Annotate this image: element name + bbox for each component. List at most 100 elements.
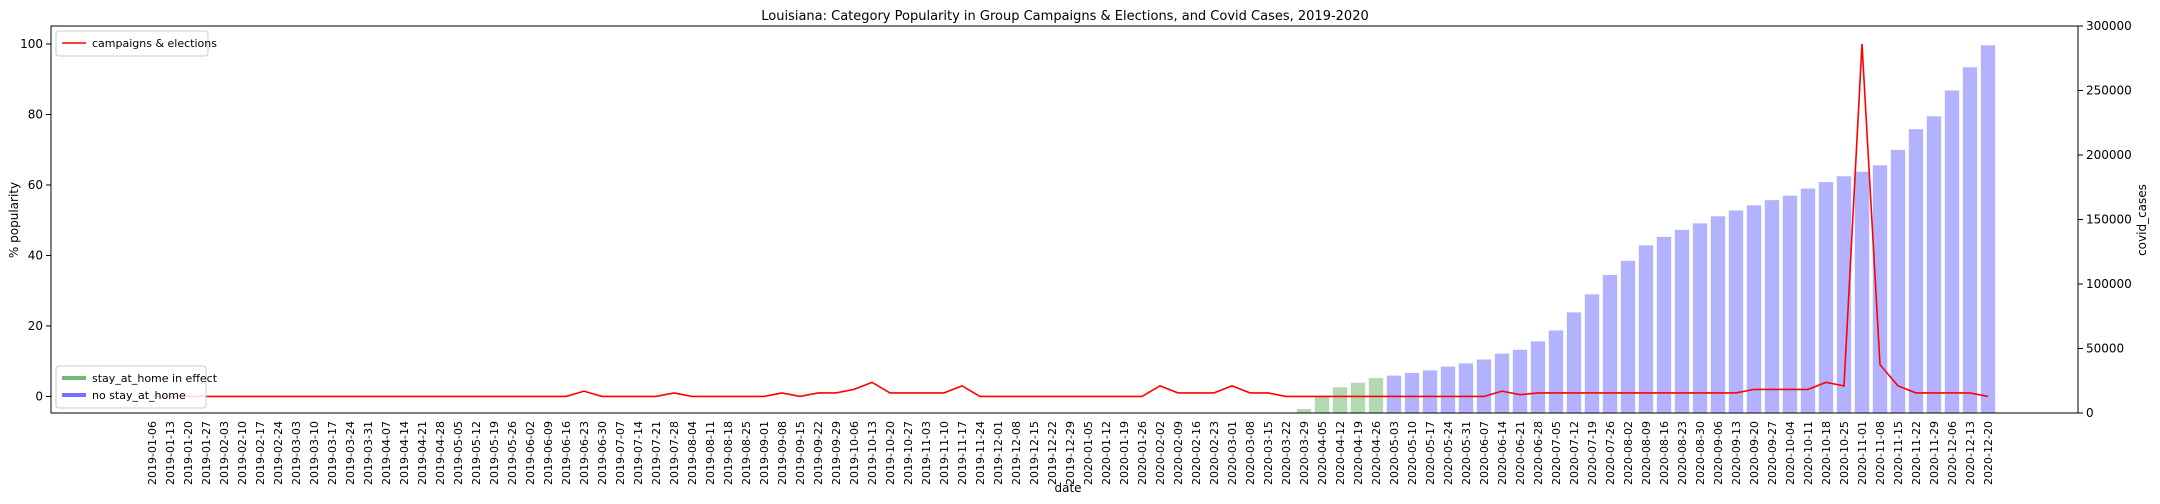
x-tick-label: 2019-02-24 — [272, 421, 285, 485]
x-tick-label: 2019-12-08 — [1010, 421, 1023, 485]
y2-axis-label: covid_cases — [2135, 184, 2149, 256]
x-tick-label: 2020-04-12 — [1334, 421, 1347, 485]
x-tick-label: 2019-11-10 — [938, 421, 951, 485]
x-tick-label: 2020-10-04 — [1784, 421, 1797, 485]
x-tick-label: 2019-08-04 — [686, 421, 699, 485]
x-tick-label: 2020-05-03 — [1388, 421, 1401, 485]
bar — [1710, 216, 1726, 413]
y2-tick-label: 0 — [2086, 406, 2094, 420]
bar — [1926, 116, 1942, 414]
x-tick-label: 2019-03-10 — [308, 421, 321, 485]
y2-tick-label: 150000 — [2086, 213, 2132, 227]
x-tick-label: 2020-12-20 — [1982, 421, 1995, 485]
x-tick-label: 2019-01-20 — [182, 421, 195, 485]
bar — [1368, 378, 1384, 413]
x-tick-label: 2020-04-05 — [1316, 421, 1329, 485]
bar — [1566, 312, 1582, 413]
y-tick-label: 80 — [28, 107, 43, 121]
bar — [1674, 229, 1690, 413]
chart-title: Louisiana: Category Popularity in Group … — [761, 9, 1369, 24]
bar — [1692, 223, 1708, 413]
bar — [1404, 373, 1420, 413]
bar — [1764, 200, 1780, 413]
x-tick-label: 2019-05-19 — [488, 421, 501, 485]
x-tick-label: 2020-02-23 — [1208, 421, 1221, 485]
bar — [1836, 176, 1852, 413]
x-tick-label: 2020-01-12 — [1100, 421, 1113, 485]
x-tick-label: 2019-02-03 — [218, 421, 231, 485]
bar — [1512, 349, 1528, 413]
x-tick-label: 2020-08-30 — [1694, 421, 1707, 485]
bar — [1422, 370, 1438, 413]
bar — [1440, 366, 1456, 413]
x-tick-label: 2019-10-13 — [866, 421, 879, 485]
x-tick-label: 2019-02-10 — [236, 421, 249, 485]
x-tick-label: 2019-09-01 — [758, 421, 771, 485]
x-tick-label: 2020-10-18 — [1820, 421, 1833, 485]
bar — [1476, 359, 1492, 413]
x-tick-label: 2020-12-13 — [1964, 421, 1977, 485]
x-axis-label: date — [1054, 481, 1081, 495]
x-tick-label: 2020-03-15 — [1262, 421, 1275, 485]
x-tick-label: 2020-02-09 — [1172, 421, 1185, 485]
x-tick-label: 2020-09-13 — [1730, 421, 1743, 485]
x-tick-label: 2020-02-16 — [1190, 421, 1203, 485]
y-tick-label: 60 — [28, 178, 43, 192]
bar — [1458, 363, 1474, 413]
x-tick-label: 2019-06-02 — [524, 421, 537, 485]
x-tick-label: 2019-05-12 — [470, 421, 483, 485]
bar — [1908, 129, 1924, 413]
bar — [1602, 274, 1618, 413]
bar — [1944, 90, 1960, 413]
legend-label: campaigns & elections — [92, 37, 217, 50]
x-tick-label: 2019-01-13 — [164, 421, 177, 485]
x-tick-label: 2019-10-20 — [884, 421, 897, 485]
y2-tick-label: 250000 — [2086, 84, 2132, 98]
x-tick-label: 2020-06-14 — [1496, 421, 1509, 485]
x-tick-label: 2019-04-21 — [416, 421, 429, 485]
bar — [1296, 409, 1312, 413]
bar — [1350, 382, 1366, 413]
x-tick-label: 2019-09-08 — [776, 421, 789, 485]
x-tick-label: 2019-06-30 — [596, 421, 609, 485]
x-tick-label: 2019-03-24 — [344, 421, 357, 485]
legend-box — [55, 30, 209, 57]
x-tick-label: 2019-12-22 — [1046, 421, 1059, 485]
y2-tick-label: 300000 — [2086, 19, 2132, 33]
x-tick-label: 2020-09-27 — [1766, 421, 1779, 485]
y-tick-label: 100 — [20, 37, 43, 51]
bar — [1746, 205, 1762, 413]
x-tick-label: 2020-07-26 — [1604, 421, 1617, 485]
x-tick-label: 2019-06-09 — [542, 421, 555, 485]
bar — [1800, 188, 1816, 413]
x-tick-label: 2019-01-06 — [146, 421, 159, 485]
x-tick-label: 2019-07-14 — [632, 421, 645, 485]
bar — [1314, 396, 1330, 413]
x-tick-label: 2020-05-24 — [1442, 421, 1455, 485]
x-tick-label: 2019-02-17 — [254, 421, 267, 485]
x-tick-label: 2019-05-26 — [506, 421, 519, 485]
x-tick-label: 2019-11-17 — [956, 421, 969, 485]
x-tick-label: 2020-01-26 — [1136, 421, 1149, 485]
x-tick-label: 2020-11-22 — [1910, 421, 1923, 485]
x-tick-label: 2019-04-14 — [398, 421, 411, 485]
bar — [1386, 375, 1402, 413]
x-tick-label: 2019-07-07 — [614, 421, 627, 485]
x-tick-label: 2019-11-03 — [920, 421, 933, 485]
x-tick-label: 2020-10-25 — [1838, 421, 1851, 485]
x-tick-label: 2019-07-28 — [668, 421, 681, 485]
x-tick-label: 2019-12-01 — [992, 421, 1005, 485]
legend-box — [55, 365, 207, 409]
legend-label: no stay_at_home — [92, 389, 186, 402]
x-tick-label: 2019-04-07 — [380, 421, 393, 485]
bar — [1548, 330, 1564, 413]
x-tick-label: 2020-09-06 — [1712, 421, 1725, 485]
bar — [1962, 67, 1978, 413]
x-tick-label: 2019-01-27 — [200, 421, 213, 485]
x-tick-label: 2020-06-21 — [1514, 421, 1527, 485]
x-tick-label: 2020-01-05 — [1082, 421, 1095, 485]
x-tick-label: 2019-04-28 — [434, 421, 447, 485]
x-tick-label: 2020-12-06 — [1946, 421, 1959, 485]
x-tick-label: 2019-03-03 — [290, 421, 303, 485]
